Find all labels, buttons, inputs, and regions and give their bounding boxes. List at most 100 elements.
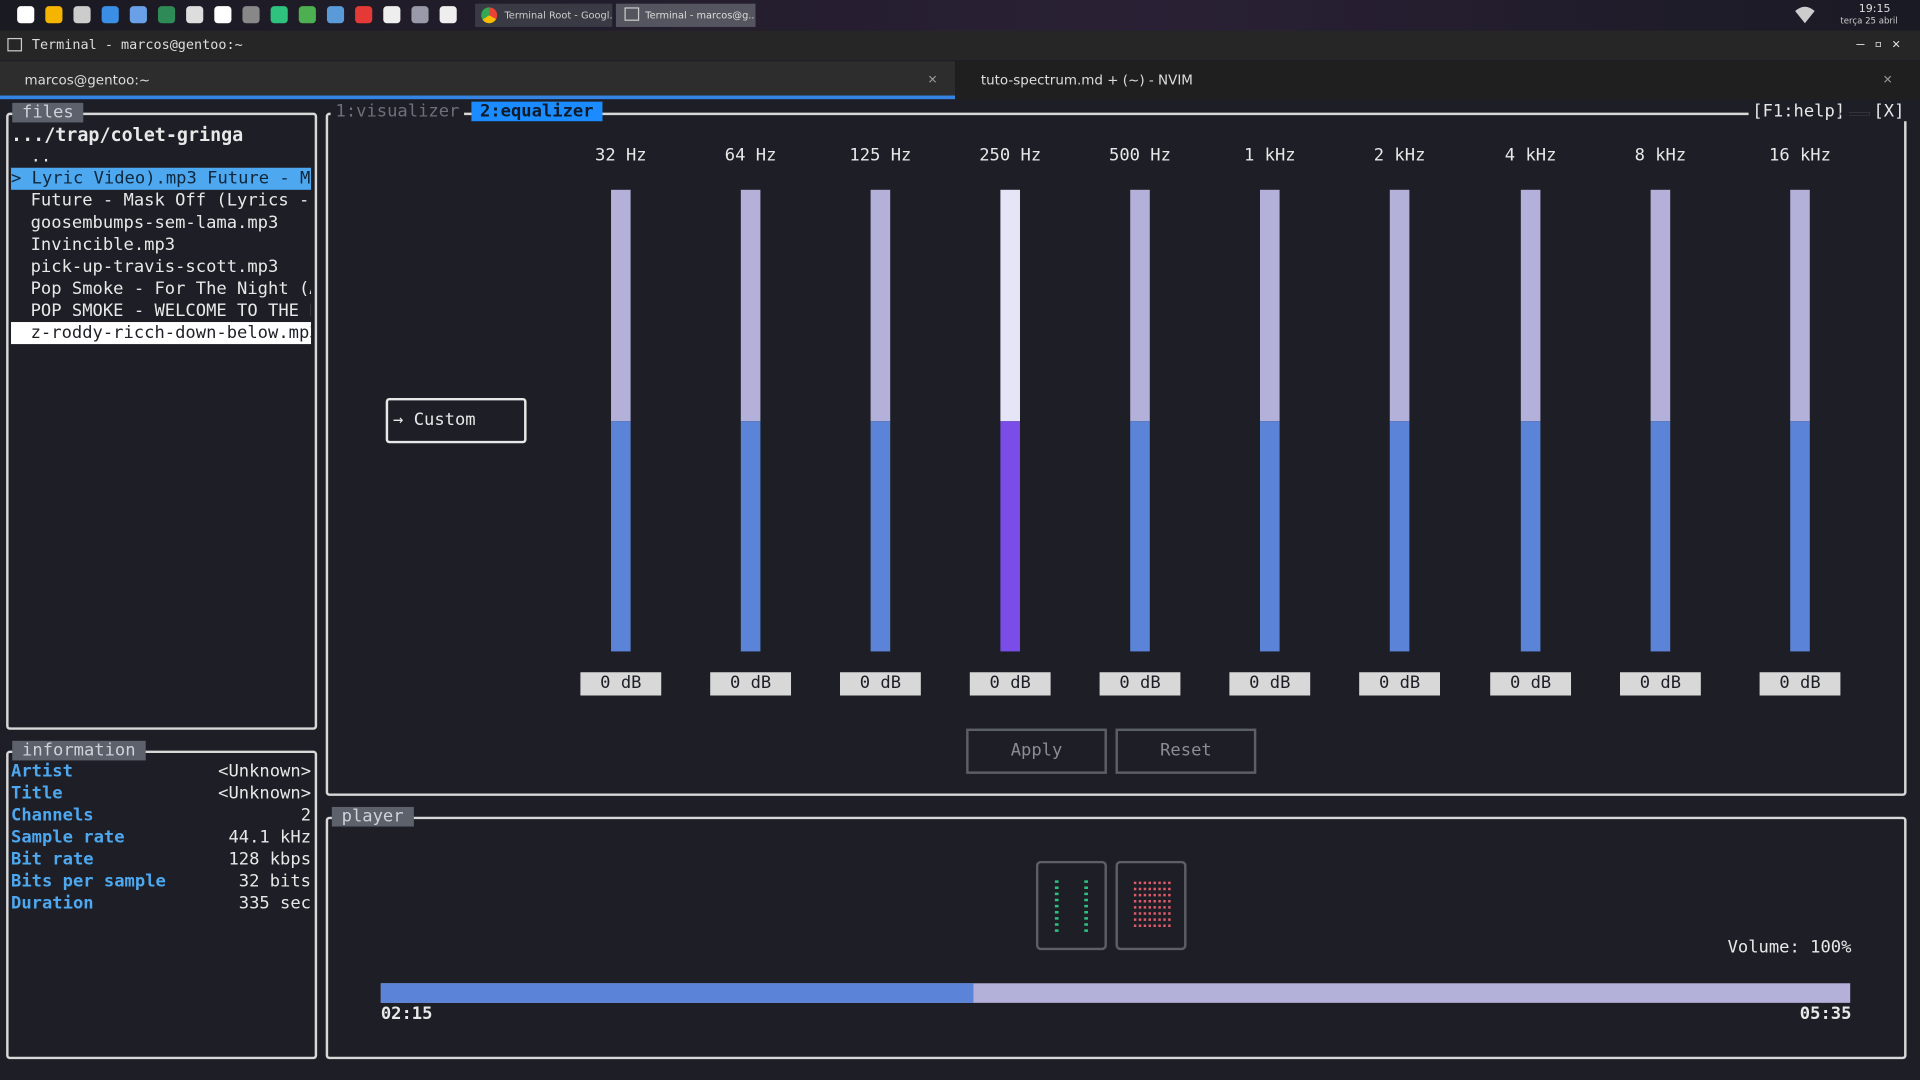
slider-fill [1130,421,1150,652]
launcher-icon[interactable] [355,6,373,24]
info-value: 44.1 kHz [228,827,312,848]
slider-fill [1650,421,1671,652]
taskbar-window[interactable]: Terminal - marcos@g... [615,3,756,27]
band-frequency: 125 Hz [849,145,912,166]
file-item[interactable]: POP SMOKE - WELCOME TO THE P [30,301,312,321]
slider-track[interactable] [870,189,891,422]
reset-button[interactable]: Reset [1115,728,1257,774]
player-controls [1035,860,1187,951]
file-item[interactable]: Pop Smoke - For The Night (A [30,279,312,299]
launcher-icon[interactable] [439,6,457,24]
tab-close[interactable]: ✕ [928,69,938,87]
info-label: Channels [11,805,94,826]
stop-icon [1133,881,1171,927]
band-gain: 0 dB [580,672,662,696]
tab-indicator [0,95,956,100]
progress-track[interactable] [380,983,1851,1003]
information-panel [6,750,318,1060]
info-label: Title [11,783,63,804]
band-frequency: 16 kHz [1769,145,1831,166]
slider-track[interactable] [1650,189,1671,422]
launcher-icon[interactable] [157,6,176,24]
slider-track[interactable] [1000,189,1020,422]
elapsed-time: 02:15 [380,1004,433,1024]
band-gain: 0 dB [1620,672,1701,696]
file-item[interactable]: Invincible.mp3 [30,235,176,255]
slider-track[interactable] [1130,189,1150,422]
terminal-icon [7,37,23,52]
titlebar [0,30,1920,60]
band-frequency: 250 Hz [979,145,1042,166]
tab-visualizer[interactable]: 1:visualizer [330,101,465,122]
band-frequency: 64 Hz [724,145,777,166]
launcher-icon[interactable] [326,6,345,24]
tab-label: tuto-spectrum.md + (~) - NVIM [980,72,1193,89]
taskbar-window[interactable]: Terminal Root - Googl... [475,3,613,27]
info-value: 32 bits [238,871,312,892]
panel-title: information [12,740,146,761]
apply-button[interactable]: Apply [966,728,1107,774]
tab-label: marcos@gentoo:~ [24,72,151,89]
progress-fill [380,983,973,1003]
taskbar [0,0,1920,31]
file-item[interactable]: > Lyric Video).mp3 Future - M [11,167,312,190]
launcher-icon[interactable] [186,6,204,24]
slider-track[interactable] [611,189,631,422]
info-label: Bits per sample [11,871,166,892]
close[interactable]: [X] [1869,101,1909,122]
pause-button[interactable] [1035,860,1107,951]
launcher-icon[interactable] [270,6,288,24]
file-item[interactable]: goosembumps-sem-lama.mp3 [30,213,279,233]
info-label: Duration [11,893,94,914]
file-item[interactable]: z-roddy-ricch-down-below.mp3 [11,322,312,345]
info-value: 2 [300,805,312,826]
slider-track[interactable] [740,189,761,422]
slider-track[interactable] [1389,189,1410,422]
band-gain: 0 dB [1229,672,1311,696]
info-value: <Unknown> [218,761,312,782]
band-frequency: 32 Hz [595,145,647,166]
preset-selector[interactable]: → Custom [385,397,527,444]
launcher-icon[interactable] [298,6,316,24]
slider-fill [611,421,631,652]
file-item[interactable]: pick-up-travis-scott.mp3 [30,257,279,277]
info-label: Artist [11,761,73,782]
launcher-icon[interactable] [411,6,429,24]
band-gain: 0 dB [969,672,1051,696]
tab-close[interactable]: ✕ [1883,69,1893,87]
tab[interactable] [0,61,956,96]
band-gain: 0 dB [710,672,792,696]
tab[interactable] [955,61,1920,100]
launcher-icon[interactable] [383,6,401,24]
window-icon [624,7,640,21]
panel-title: player [331,806,414,827]
launcher-icon[interactable] [17,6,35,24]
date: terça 25 abril [1840,15,1898,26]
launcher-icon[interactable] [129,6,147,24]
launcher-icon[interactable] [45,6,63,24]
info-label: Sample rate [11,827,125,848]
window-controls[interactable]: –▫✕ [1856,35,1911,52]
help[interactable]: [F1:help] [1748,101,1849,122]
band-frequency: 2 kHz [1373,145,1426,166]
total-time: 05:35 [1799,1004,1852,1024]
volume: Volume: 100% [1727,937,1852,958]
slider-track[interactable] [1520,189,1541,422]
slider-track[interactable] [1790,189,1810,422]
band-frequency: 1 kHz [1243,145,1296,166]
slider-fill [870,421,891,652]
band-gain: 0 dB [840,672,921,696]
file-item[interactable]: Future - Mask Off (Lyrics - [30,191,310,211]
tab-equalizer[interactable]: 2:equalizer [471,101,603,122]
launcher-icon[interactable] [242,6,260,24]
info-value: <Unknown> [218,783,312,804]
launcher-icon[interactable] [214,6,232,24]
file-item[interactable]: .. [30,146,52,167]
slider-track[interactable] [1260,189,1280,422]
band-gain: 0 dB [1359,672,1440,696]
launcher-icon[interactable] [101,6,119,24]
stop-button[interactable] [1115,860,1187,951]
info-label: Bit rate [11,849,94,870]
info-value: 335 sec [238,893,312,914]
launcher-icon[interactable] [73,6,91,24]
